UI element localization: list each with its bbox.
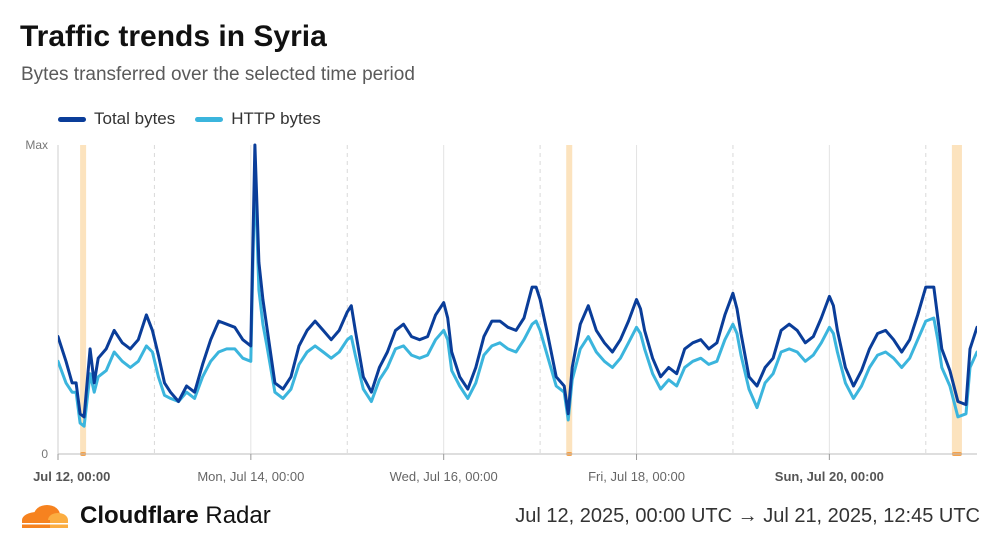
highlight-band-2 [951,145,962,454]
brand-name: Cloudflare Radar [80,502,271,530]
legend-swatch-http-bytes [195,116,224,122]
legend-swatch-total-bytes [58,116,86,122]
legend: Total bytes HTTP bytes [58,109,341,129]
date-range: Jul 12, 2025, 00:00 UTC → Jul 21, 2025, … [515,505,980,527]
x-tick-label-4: Sun, Jul 20, 00:00 [775,469,884,484]
label-crop-mask [0,462,30,492]
x-tick-label-1: Mon, Jul 14, 00:00 [197,469,304,484]
cloudflare-radar-logo[interactable]: Cloudflare Radar [20,502,271,530]
legend-label-total-bytes: Total bytes [94,109,176,128]
legend-item-http-bytes[interactable]: HTTP bytes [195,109,321,129]
highlight-band-0 [80,145,87,454]
chart-title: Traffic trends in Syria [20,20,327,53]
legend-label-http-bytes: HTTP bytes [231,109,321,128]
x-tick-label-0: Sat, Jul 12, 00:00 [6,469,111,484]
x-tick-label-3: Fri, Jul 18, 00:00 [588,469,685,484]
series-line-total [58,143,977,419]
series-line-http [58,168,977,428]
legend-item-total-bytes[interactable]: Total bytes [58,109,175,129]
brand-name-bold: Cloudflare [80,502,199,529]
x-tick-label-2: Wed, Jul 16, 00:00 [390,469,498,484]
brand-name-light: Radar [205,502,271,529]
chart-subtitle: Bytes transferred over the selected time… [21,64,415,85]
cloudflare-cloud-icon [20,505,70,528]
y-tick-label-0: 0 [41,447,48,461]
highlight-band-1 [566,145,573,454]
y-tick-label-1: Max [25,138,48,152]
